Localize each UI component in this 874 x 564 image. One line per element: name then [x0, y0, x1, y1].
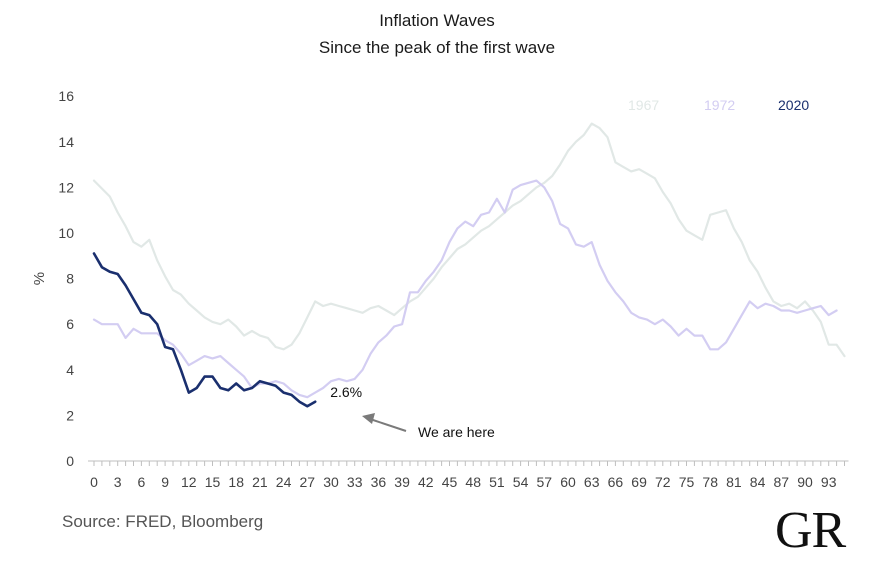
- x-tick-label: 0: [90, 474, 98, 490]
- x-tick-label: 69: [631, 474, 647, 490]
- x-tick-label: 18: [228, 474, 244, 490]
- y-tick-label: 12: [58, 179, 74, 195]
- x-tick-label: 27: [300, 474, 316, 490]
- x-tick-label: 9: [161, 474, 169, 490]
- y-tick-label: 10: [58, 225, 74, 241]
- x-tick-label: 24: [276, 474, 292, 490]
- x-tick-label: 3: [114, 474, 122, 490]
- source-note: Source: FRED, Bloomberg: [62, 512, 264, 531]
- series-lines: [92, 122, 846, 408]
- x-tick-label: 30: [323, 474, 339, 490]
- y-tick-label: 16: [58, 88, 74, 104]
- x-tick-label: 6: [138, 474, 146, 490]
- x-tick-label: 75: [679, 474, 695, 490]
- x-tick-label: 78: [702, 474, 718, 490]
- legend-entry-1972: 1972: [704, 97, 735, 113]
- gr-logo: GR: [775, 502, 846, 559]
- chart-subtitle: Since the peak of the first wave: [318, 38, 556, 57]
- series-line-1972: [92, 179, 838, 399]
- x-tick-label: 51: [489, 474, 505, 490]
- legend-entry-1967: 1967: [628, 97, 659, 113]
- x-tick-label: 57: [537, 474, 553, 490]
- series-line-2020: [92, 252, 317, 408]
- x-tick-label: 36: [371, 474, 387, 490]
- x-tick-label: 12: [181, 474, 197, 490]
- x-tick-label: 45: [442, 474, 458, 490]
- value-label: 2.6%: [330, 384, 362, 400]
- x-tick-label: 63: [584, 474, 600, 490]
- x-tick-label: 60: [560, 474, 576, 490]
- x-tick-label: 81: [726, 474, 742, 490]
- y-tick-label: 8: [66, 271, 74, 287]
- annotations: 2.6% We are here: [330, 384, 495, 440]
- series-line-1967: [92, 122, 846, 358]
- line-chart: 0 3 6 9 12 15 18 21 24 27 30 33 36 39 42 45 48 51 54 57 60 63…: [31, 88, 849, 490]
- x-tick-label: 66: [608, 474, 624, 490]
- x-tick-label: 90: [797, 474, 813, 490]
- y-tick-label: 6: [66, 316, 74, 332]
- x-tick-label: 72: [655, 474, 671, 490]
- legend: 1967 1972 2020: [628, 97, 809, 113]
- legend-entry-2020: 2020: [778, 97, 809, 113]
- y-tick-label: 14: [58, 134, 74, 150]
- x-tick-label: 87: [774, 474, 790, 490]
- y-tick-label: 4: [66, 362, 74, 378]
- x-tick-label: 54: [513, 474, 529, 490]
- x-tick-label: 84: [750, 474, 766, 490]
- arrow-text: We are here: [418, 424, 495, 440]
- arrow-shaft: [369, 418, 407, 432]
- y-tick-label: 0: [66, 453, 74, 469]
- x-tick-label: 93: [821, 474, 837, 490]
- chart-title: Inflation Waves: [379, 11, 495, 30]
- x-tick-label: 48: [465, 474, 481, 490]
- x-tick-label: 39: [394, 474, 410, 490]
- x-tick-label: 15: [205, 474, 221, 490]
- arrow-head: [362, 413, 375, 424]
- x-tick-label: 33: [347, 474, 363, 490]
- x-tick-label: 42: [418, 474, 434, 490]
- y-axis-label: %: [31, 272, 48, 285]
- y-tick-label: 2: [66, 407, 74, 423]
- x-tick-label: 21: [252, 474, 268, 490]
- axes: 0 3 6 9 12 15 18 21 24 27 30 33 36 39 42 45 48 51 54 57 60 63…: [31, 88, 849, 490]
